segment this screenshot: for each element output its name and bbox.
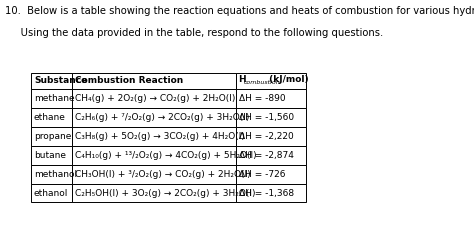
Text: C₄H₁₀(g) + ¹³/₂O₂(g) → 4CO₂(g) + 5H₂O(l): C₄H₁₀(g) + ¹³/₂O₂(g) → 4CO₂(g) + 5H₂O(l) [75, 151, 256, 160]
Bar [237, 165, 306, 184]
Text: butane: butane [34, 151, 66, 160]
Bar [31, 72, 73, 89]
Text: C₃H₈(g) + 5O₂(g) → 3CO₂(g) + 4H₂O(l): C₃H₈(g) + 5O₂(g) → 3CO₂(g) + 4H₂O(l) [75, 132, 245, 141]
Bar [31, 89, 73, 108]
Bar [237, 108, 306, 127]
Bar [73, 165, 237, 184]
Bar [31, 108, 73, 127]
Text: Substance: Substance [34, 76, 87, 85]
Text: ΔH = -726: ΔH = -726 [239, 170, 285, 179]
Bar [237, 127, 306, 146]
Bar [73, 146, 237, 165]
Bar [73, 127, 237, 146]
Bar [237, 89, 306, 108]
Bar [73, 72, 237, 89]
Text: ΔH = -1,368: ΔH = -1,368 [239, 189, 294, 198]
Bar [237, 72, 306, 89]
Bar [31, 165, 73, 184]
Text: ΔH = -2,874: ΔH = -2,874 [239, 151, 294, 160]
Text: ΔH = -2,220: ΔH = -2,220 [239, 132, 294, 141]
Bar [31, 127, 73, 146]
Bar [31, 146, 73, 165]
Text: CH₃OH(l) + ³/₂O₂(g) → CO₂(g) + 2H₂O(l): CH₃OH(l) + ³/₂O₂(g) → CO₂(g) + 2H₂O(l) [75, 170, 251, 179]
Text: H: H [238, 75, 246, 84]
Text: methane: methane [34, 94, 74, 103]
Text: C₂H₆(g) + ⁷/₂O₂(g) → 2CO₂(g) + 3H₂O(l): C₂H₆(g) + ⁷/₂O₂(g) → 2CO₂(g) + 3H₂O(l) [75, 113, 249, 122]
Text: Using the data provided in the table, respond to the following questions.: Using the data provided in the table, re… [5, 28, 383, 38]
Bar [73, 184, 237, 202]
Text: combustion: combustion [243, 80, 280, 85]
Text: ethane: ethane [34, 113, 66, 122]
Text: ΔH = -1,560: ΔH = -1,560 [239, 113, 294, 122]
Bar [73, 89, 237, 108]
Bar [31, 184, 73, 202]
Text: C₂H₅OH(l) + 3O₂(g) → 2CO₂(g) + 3H₂O(l): C₂H₅OH(l) + 3O₂(g) → 2CO₂(g) + 3H₂O(l) [75, 189, 255, 198]
Bar [73, 108, 237, 127]
Bar [237, 146, 306, 165]
Text: ethanol: ethanol [34, 189, 68, 198]
Text: CH₄(g) + 2O₂(g) → CO₂(g) + 2H₂O(l): CH₄(g) + 2O₂(g) → CO₂(g) + 2H₂O(l) [75, 94, 235, 103]
Text: methanol: methanol [34, 170, 77, 179]
Text: ΔH = -890: ΔH = -890 [239, 94, 286, 103]
Text: Combustion Reaction: Combustion Reaction [75, 76, 183, 85]
Text: 10.  Below is a table showing the reaction equations and heats of combustion for: 10. Below is a table showing the reactio… [5, 6, 474, 16]
Bar [237, 184, 306, 202]
Text: propane: propane [34, 132, 71, 141]
Text: (kJ/mol): (kJ/mol) [266, 75, 309, 84]
